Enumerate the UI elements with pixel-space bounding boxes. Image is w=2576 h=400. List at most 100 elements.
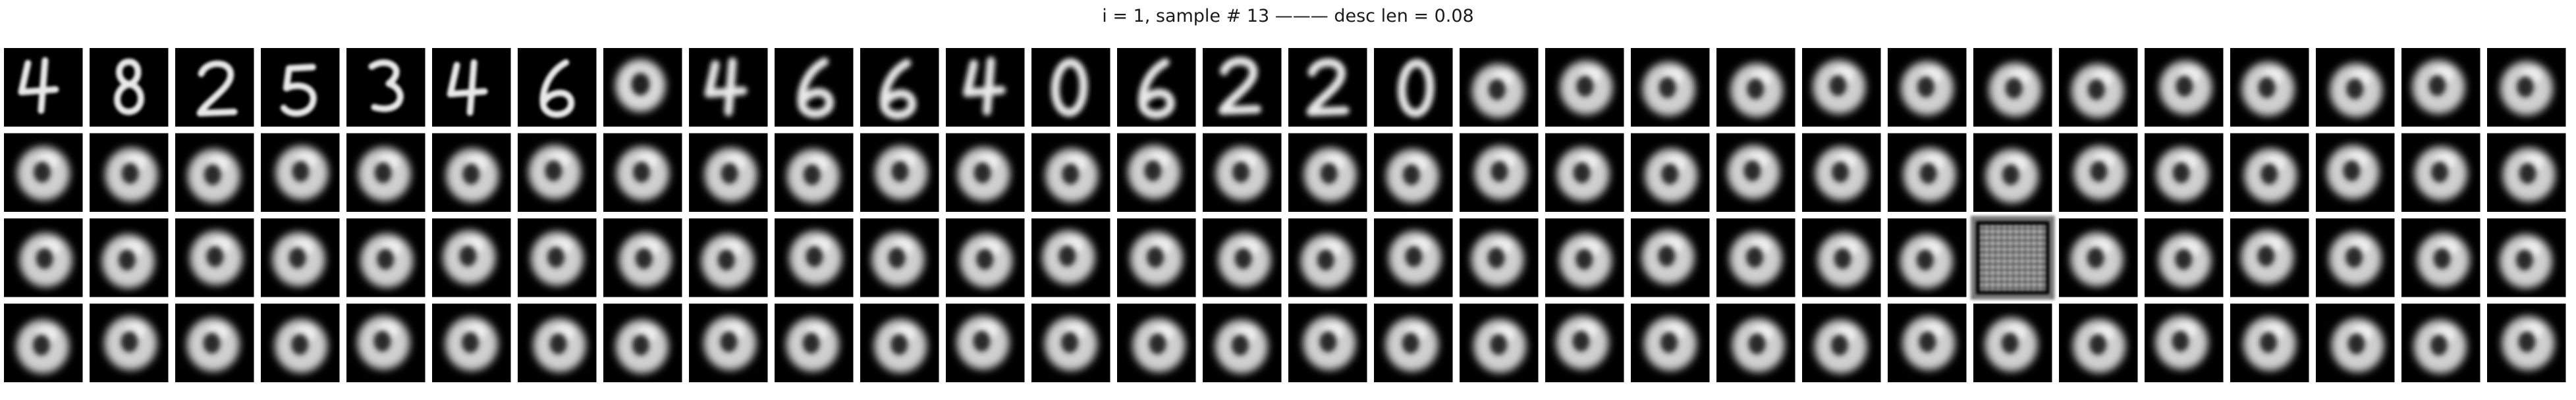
grid-tile [1288,133,1367,212]
grid-tile [1203,303,1282,382]
grid-tile [175,303,254,382]
grid-tile [946,218,1025,297]
grid-tile [1631,218,1710,297]
grid-tile [2059,218,2138,297]
grid-tile [860,48,939,127]
grid-tile [1888,48,1967,127]
grid-tile [261,303,340,382]
grid-tile [1716,48,1795,127]
grid-tile [689,218,768,297]
grid-tile [1802,48,1881,127]
grid-tile [603,218,682,297]
grid-tile [2230,218,2309,297]
grid-tile [1460,133,1539,212]
grid-tile [860,303,939,382]
grid-tile [1545,133,1624,212]
grid-tile [2401,218,2480,297]
grid-tile [175,133,254,212]
grid-tile [2145,303,2224,382]
grid-tile [1460,303,1539,382]
grid-tile [1031,303,1110,382]
grid-tile [1716,218,1795,297]
grid-tile [1374,133,1453,212]
grid-tile [2230,133,2309,212]
grid-tile [1888,218,1967,297]
grid-tile [1545,218,1624,297]
grid-tile [1802,218,1881,297]
grid-tile [1973,48,2052,127]
grid-tile [1374,303,1453,382]
grid-tile [346,133,425,212]
grid-tile [689,303,768,382]
grid-tile [2487,133,2566,212]
grid-tile [346,218,425,297]
grid-tile [2145,48,2224,127]
grid-tile [261,218,340,297]
grid-tile [90,133,169,212]
grid-tile [432,303,511,382]
grid-tile [2316,303,2395,382]
grid-tile [2059,303,2138,382]
grid-tile [860,218,939,297]
grid-tile [1545,303,1624,382]
grid-tile [90,303,169,382]
grid-tile [1888,303,1967,382]
grid-tile [432,218,511,297]
grid-tile [4,303,83,382]
grid-tile [2316,133,2395,212]
grid-tile [946,133,1025,212]
grid-tile [432,133,511,212]
grid-tile [4,48,83,127]
grid-tile [518,303,597,382]
grid-tile [1117,133,1196,212]
grid-tile [346,303,425,382]
grid-tile [2316,218,2395,297]
grid-tile [4,218,83,297]
grid-tile [1888,133,1967,212]
grid-tile [1117,48,1196,127]
grid-tile [2487,48,2566,127]
grid-tile [946,48,1025,127]
grid-tile [775,218,854,297]
grid-tile [2316,48,2395,127]
grid-tile [689,48,768,127]
grid-tile [2145,133,2224,212]
grid-tile [1973,303,2052,382]
grid-tile [1802,303,1881,382]
grid-tile [518,218,597,297]
grid-tile [1117,218,1196,297]
grid-tile [1374,218,1453,297]
grid-tile [2230,48,2309,127]
grid-tile [518,48,597,127]
grid-tile [2401,48,2480,127]
grid-tile [775,48,854,127]
grid-tile [1288,48,1367,127]
grid-tile [1716,303,1795,382]
grid-tile [346,48,425,127]
grid-tile [946,303,1025,382]
grid-tile [1288,303,1367,382]
grid-tile [90,218,169,297]
grid-tile [518,133,597,212]
grid-tile [1545,48,1624,127]
grid-tile [2230,303,2309,382]
grid-tile [603,303,682,382]
grid-tile [2401,133,2480,212]
grid-tile [175,218,254,297]
grid-tile [4,133,83,212]
grid-tile [603,48,682,127]
grid-tile [1631,48,1710,127]
grid-tile [2059,48,2138,127]
grid-tile [90,48,169,127]
grid-tile [1716,133,1795,212]
grid-tile [689,133,768,212]
grid-tile [775,303,854,382]
grid-tile [2059,133,2138,212]
grid-tile [2401,303,2480,382]
grid-tile [261,48,340,127]
figure-title: i = 1, sample # 13 ——— desc len = 0.08 [1102,6,1474,26]
grid-tile [1971,216,2055,300]
grid-tile [2487,218,2566,297]
grid-tile [432,48,511,127]
